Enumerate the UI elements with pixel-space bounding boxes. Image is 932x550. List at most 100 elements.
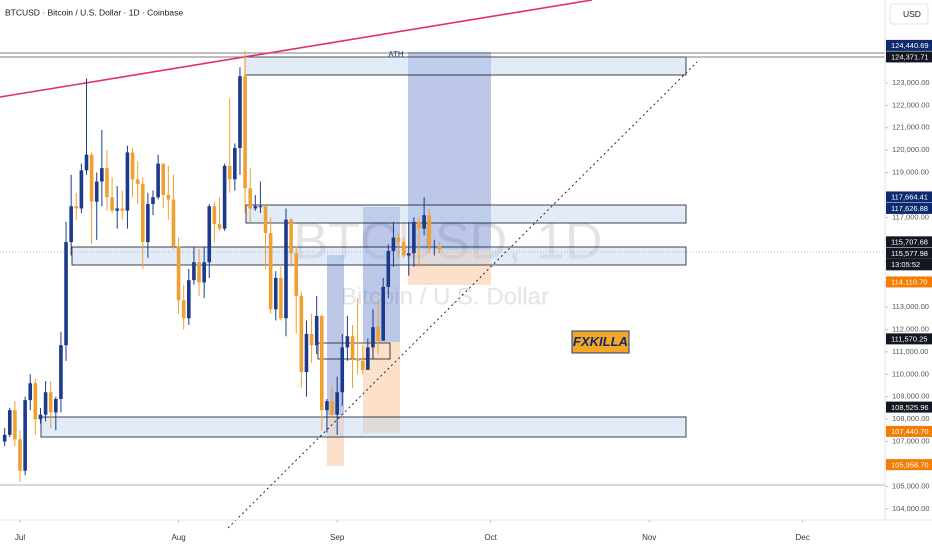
price-tag <box>886 51 932 63</box>
candle-body <box>330 401 334 415</box>
candle-body <box>115 208 119 211</box>
candle-body <box>386 251 391 287</box>
candle-body <box>69 206 73 243</box>
y-tick-label: 123,000.00 <box>892 78 930 87</box>
candle-body <box>309 333 314 346</box>
candle-body <box>176 246 181 301</box>
candle-body <box>161 163 166 195</box>
price-tag-label: 111,570.25 <box>891 335 927 344</box>
x-tick-label: Oct <box>484 533 497 542</box>
price-tag-label: 117,664.41 <box>891 193 928 202</box>
zone-box <box>245 204 687 224</box>
candle-body <box>376 327 380 341</box>
candle-body <box>248 188 252 209</box>
candle-body <box>299 295 304 373</box>
zone-box <box>244 56 687 76</box>
candle-body <box>371 327 375 348</box>
candle-body <box>156 163 160 198</box>
candle-body <box>110 197 114 211</box>
zone-box <box>40 416 687 438</box>
price-tag <box>886 191 932 203</box>
candle-body <box>125 152 130 211</box>
candle-body <box>340 347 345 393</box>
candle-body <box>7 410 12 435</box>
candle-body <box>2 434 7 442</box>
long-profit-zone <box>408 52 491 250</box>
currency-button[interactable] <box>889 3 929 25</box>
candle-body <box>146 203 150 243</box>
candle-body <box>217 224 222 229</box>
y-tick-label: 110,000.00 <box>892 369 929 378</box>
candle-body <box>130 152 135 180</box>
y-tick-label: 117,000.00 <box>892 212 929 221</box>
candle-body <box>355 358 360 361</box>
candle-body <box>381 286 385 341</box>
x-tick-label: Sep <box>330 533 345 542</box>
candle-body <box>238 76 242 148</box>
candle-body <box>253 206 258 209</box>
price-tag <box>886 401 932 413</box>
candle-body <box>243 76 247 189</box>
y-tick-label: 120,000.00 <box>892 145 930 154</box>
candle-body <box>320 316 324 411</box>
candle-body <box>227 165 232 180</box>
candle-body <box>100 168 104 182</box>
price-tag-label: 117,626.88 <box>891 204 928 213</box>
candle-body <box>28 383 33 401</box>
y-tick-label: 107,000.00 <box>892 437 930 446</box>
candle-body <box>401 242 406 256</box>
y-tick-label: 113,000.00 <box>892 302 929 311</box>
candle-body <box>54 398 58 413</box>
long-stop-zone <box>327 415 344 466</box>
x-tick-label: Dec <box>796 533 810 542</box>
candle-body <box>23 400 27 471</box>
support-trend-line <box>227 61 698 529</box>
candle-body <box>74 206 79 209</box>
candle-body <box>135 179 140 184</box>
brand-box <box>571 330 630 354</box>
candle-body <box>304 333 309 373</box>
currency[interactable]: USD <box>903 9 921 19</box>
price-tag-label: 107,440.70 <box>891 427 929 436</box>
candle-body <box>350 336 355 359</box>
candle-body <box>171 199 176 247</box>
candle-body <box>360 360 365 370</box>
candle-body <box>43 392 48 415</box>
chart-title: BTCUSD · Bitcoin / U.S. Dollar · 1D · Co… <box>5 7 183 17</box>
candle-body <box>366 347 370 370</box>
price-tag-label: 124,371.71 <box>891 53 929 62</box>
candle-body <box>233 147 237 180</box>
candle-body <box>422 215 426 229</box>
candle-body <box>314 316 319 346</box>
candle-body <box>325 401 329 411</box>
candle-body <box>263 206 268 234</box>
candle-body <box>64 242 68 346</box>
candle-body <box>79 170 84 209</box>
candle-body <box>406 253 411 256</box>
candle-body <box>187 280 191 319</box>
y-tick-label: 119,000.00 <box>892 168 929 177</box>
candle-body <box>120 208 125 211</box>
candle-body <box>396 237 401 243</box>
candle-body <box>59 345 63 399</box>
brand-label: FXKILLA <box>573 334 628 349</box>
candle-body <box>202 262 206 283</box>
y-tick-label: 108,000.00 <box>892 414 930 423</box>
price-tag <box>886 276 932 288</box>
candle-body <box>284 219 288 319</box>
y-tick-label: 121,000.00 <box>892 123 930 132</box>
candles <box>2 50 442 482</box>
countdown: 13:05:52 <box>891 260 920 269</box>
candle-body <box>140 183 145 243</box>
trend-line <box>0 0 593 98</box>
candle-body <box>166 195 171 200</box>
candle-body <box>207 206 212 263</box>
watermark: BTCUSD, 1D Bitcoin / U.S. Dollar <box>293 213 602 311</box>
zone-box <box>71 246 687 266</box>
candle-body <box>13 410 17 440</box>
candle-body <box>197 262 201 283</box>
candle-body <box>212 206 217 225</box>
candle-body <box>222 165 227 229</box>
price-tag <box>886 425 932 437</box>
